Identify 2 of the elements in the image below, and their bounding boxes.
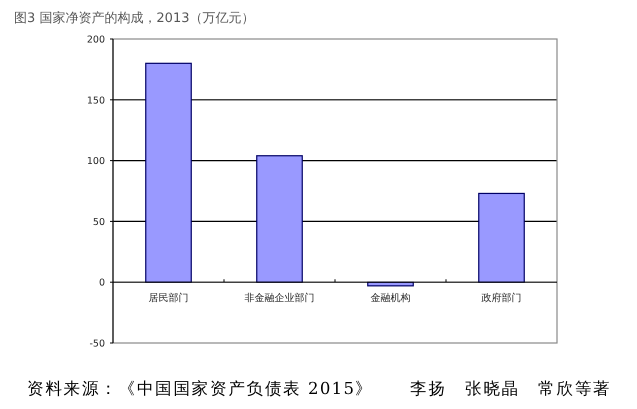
annotation: 资料来源：《中国国家资产负债表 2015》 李扬 张晓晶 常欣等著 bbox=[27, 379, 612, 398]
title: 图3 国家净资产的构成，2013（万亿元） bbox=[14, 11, 254, 26]
